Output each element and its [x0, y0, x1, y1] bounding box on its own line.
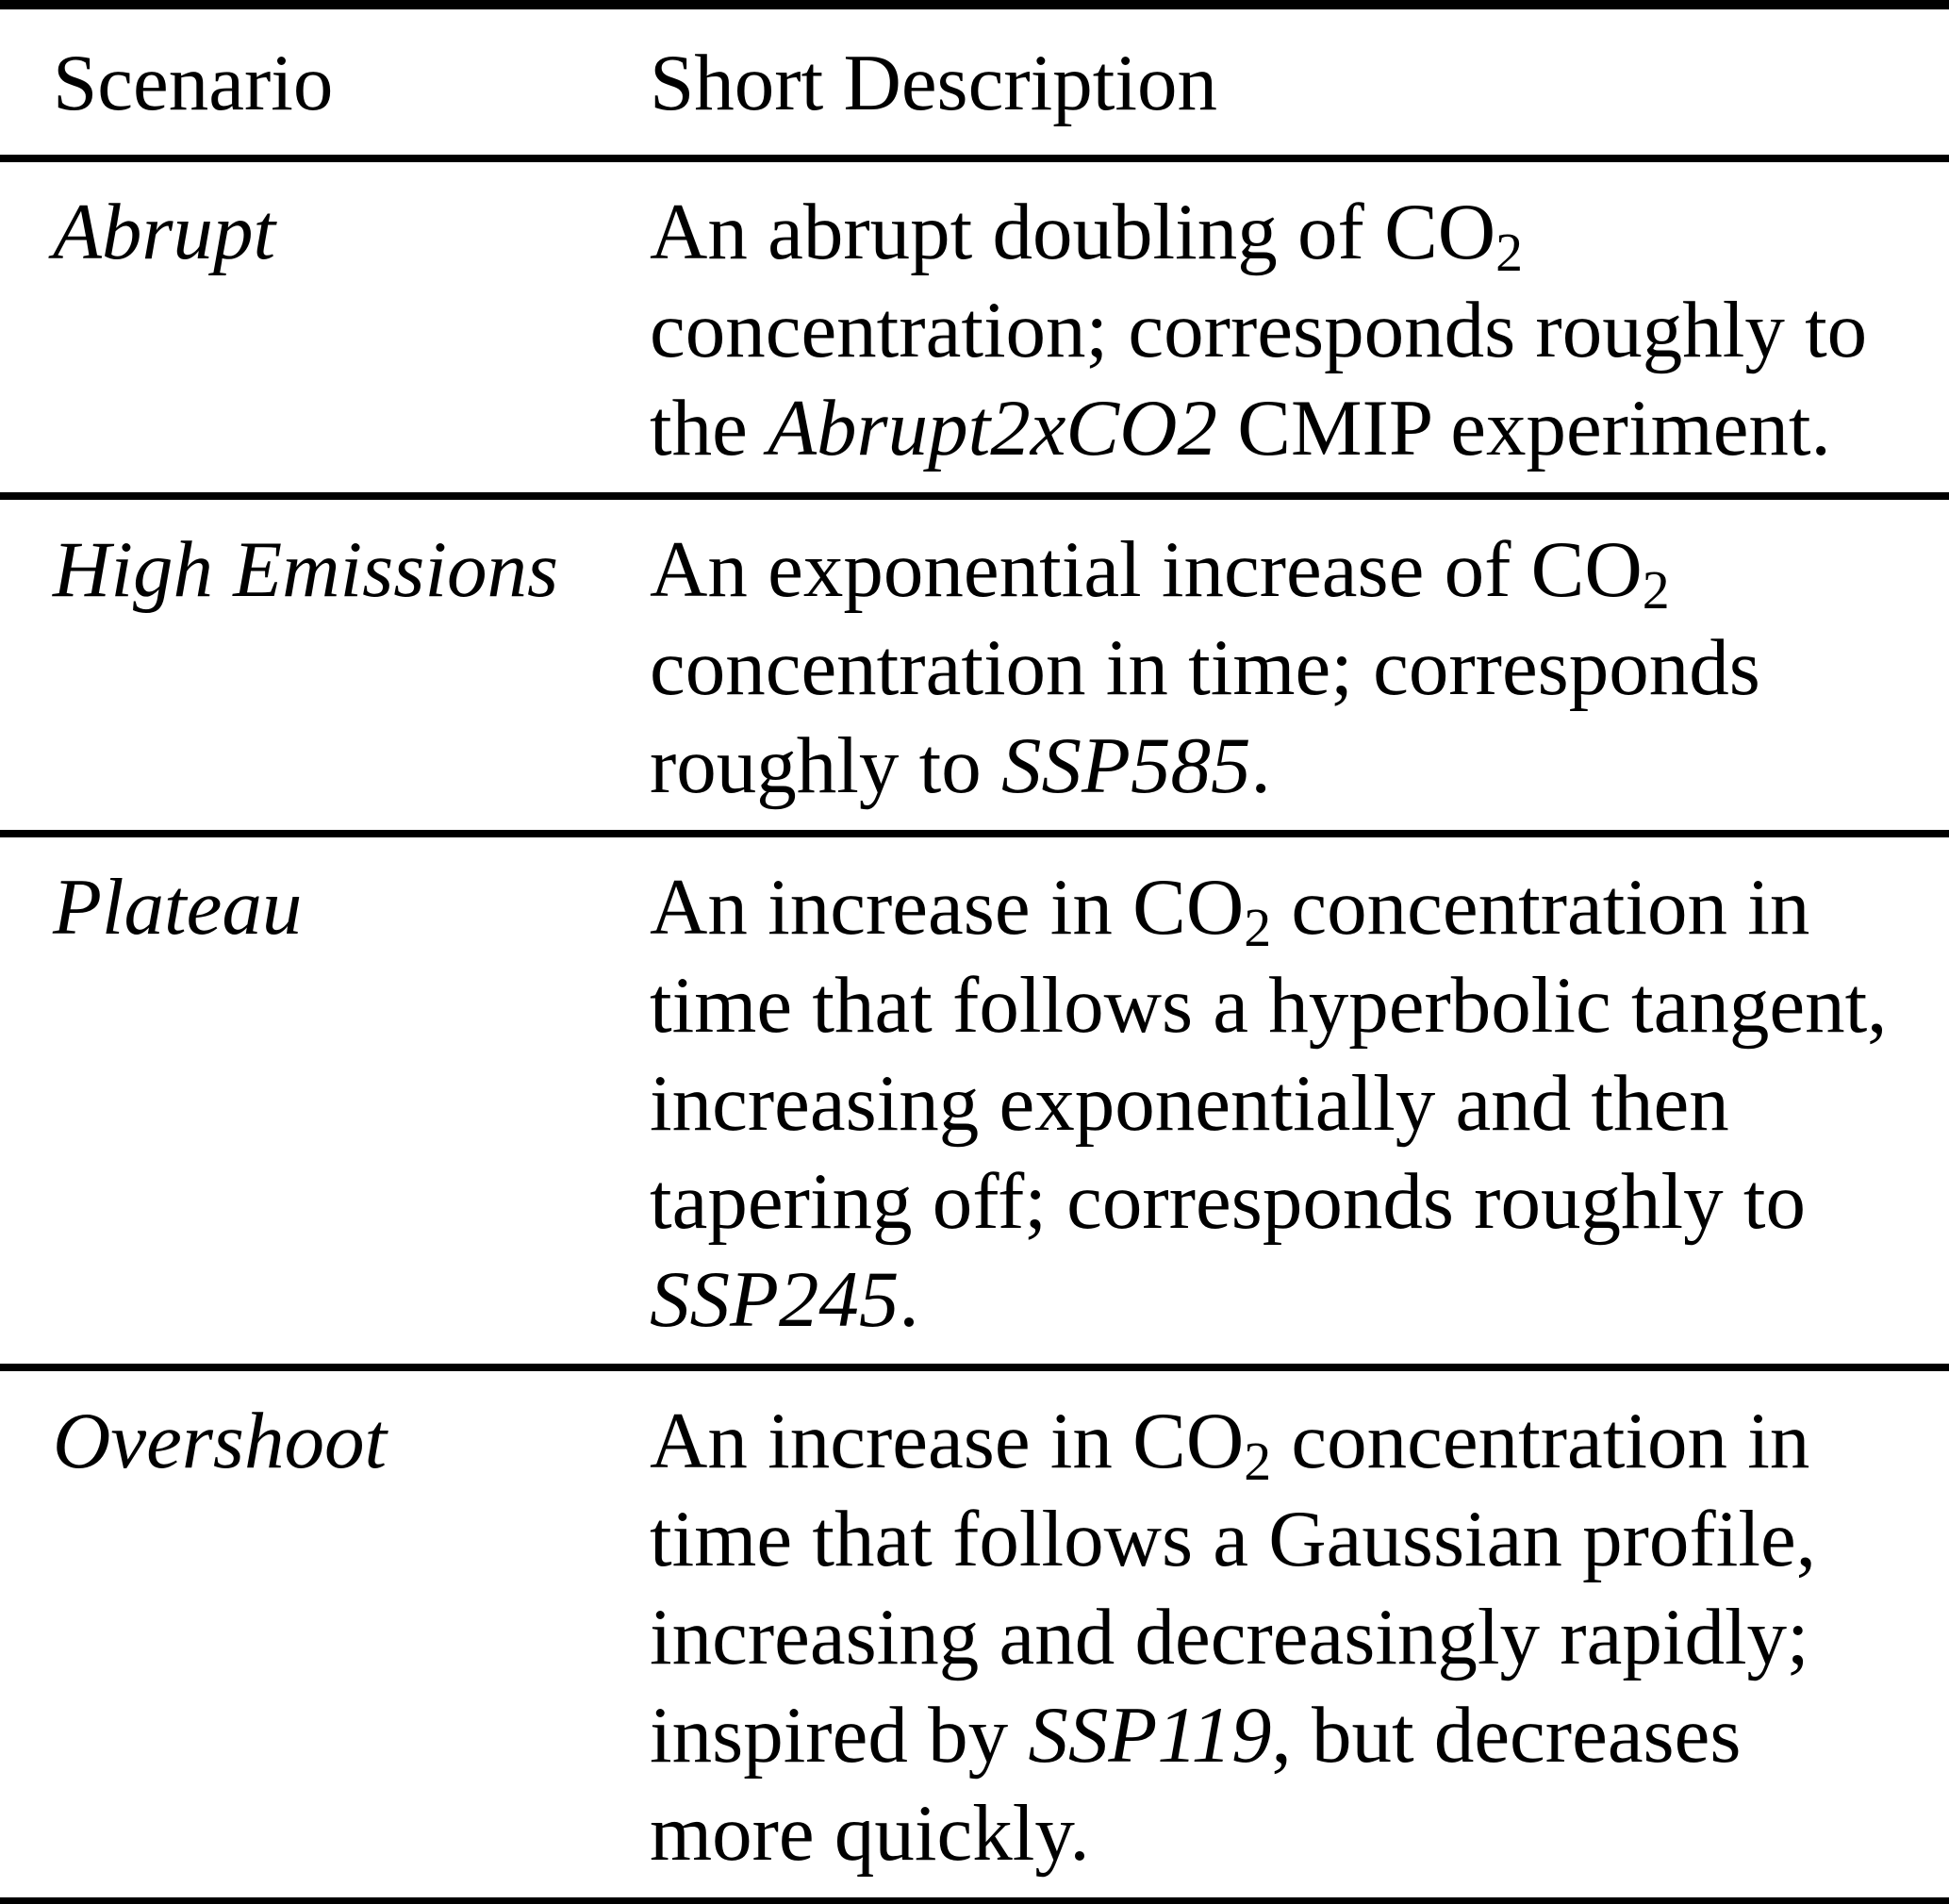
- scenario-name: Plateau: [53, 863, 303, 952]
- description-text: CMIP experiment.: [1217, 384, 1831, 472]
- experiment-reference: SSP585: [1001, 721, 1251, 810]
- description-text: , but decreases more quickly.: [650, 1691, 1742, 1878]
- co2-subscript: 2: [1244, 896, 1272, 958]
- scenario-description: An abrupt doubling of CO2 concentration;…: [650, 183, 1904, 477]
- column-header-description: Short Description: [650, 39, 1218, 127]
- scenario-name: Abrupt: [53, 188, 276, 276]
- table-row-abrupt: Abrupt An abrupt doubling of CO2 concent…: [0, 162, 1949, 500]
- co2-subscript: 2: [1244, 1430, 1272, 1492]
- experiment-reference: Abrupt2xCO2: [768, 384, 1218, 472]
- experiment-reference: SSP119: [1028, 1691, 1272, 1780]
- table-row-overshoot: Overshoot An increase in CO2 concentrati…: [0, 1371, 1949, 1897]
- description-text: An abrupt doubling of CO: [650, 188, 1496, 276]
- description-text: An increase in CO: [650, 863, 1245, 952]
- column-header-scenario: Scenario: [53, 39, 334, 127]
- scenario-description: An increase in CO2 concentration in time…: [650, 1392, 1904, 1882]
- description-text: concentration in time; corresponds rough…: [650, 623, 1760, 810]
- description-text: concentration in time that follows a Gau…: [650, 1397, 1816, 1780]
- description-text: concentration in time that follows a hyp…: [650, 863, 1888, 1246]
- scenario-name: High Emissions: [53, 525, 559, 614]
- scenario-description: An increase in CO2 concentration in time…: [650, 858, 1904, 1349]
- scenario-name: Overshoot: [53, 1397, 388, 1485]
- table-header-row: Scenario Short Description: [0, 9, 1949, 162]
- co2-subscript: 2: [1642, 558, 1670, 621]
- table-row-plateau: Plateau An increase in CO2 concentration…: [0, 837, 1949, 1371]
- scenario-description: An exponential increase of CO2 concentra…: [650, 521, 1904, 815]
- description-text: .: [1250, 721, 1271, 810]
- description-text: An exponential increase of CO: [650, 525, 1643, 614]
- experiment-reference: SSP245: [650, 1255, 900, 1344]
- co2-subscript: 2: [1495, 221, 1524, 283]
- description-text: An increase in CO: [650, 1397, 1245, 1485]
- table-row-high-emissions: High Emissions An exponential increase o…: [0, 500, 1949, 837]
- description-text: concentration; corresponds roughly to th…: [650, 286, 1868, 472]
- description-text: .: [899, 1255, 919, 1344]
